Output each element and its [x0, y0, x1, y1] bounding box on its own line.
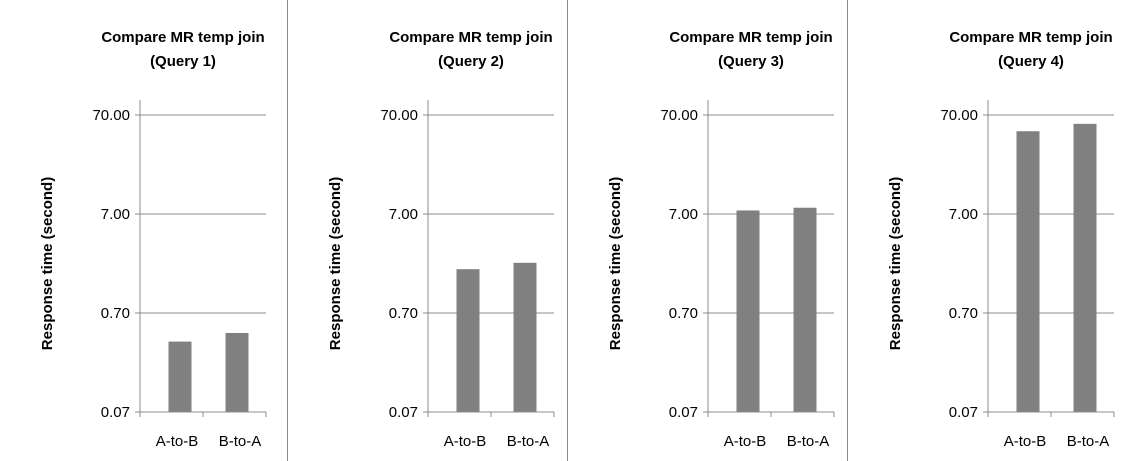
chart-title-line: (Query 1) — [150, 53, 216, 70]
bar-b-to-a — [225, 332, 249, 412]
chart-svg: Compare MR temp join (Query 2) 0.07 0.70 7.0… — [327, 29, 555, 450]
chart-svg: Compare MR temp join (Query 4) 0.07 0.70 7.0… — [887, 29, 1115, 450]
y-tick-label: 0.70 — [389, 305, 418, 322]
bar-b-to-a — [1073, 123, 1097, 412]
chart-svg: Compare MR temp join (Query 1) 0.07 0.70 7.0… — [39, 29, 267, 450]
y-tick-label: 0.70 — [949, 305, 978, 322]
chart-title-line: Compare MR temp join — [949, 29, 1112, 46]
chart-panel-2: Compare MR temp join (Query 2) 0.07 0.70 7.0… — [288, 0, 568, 461]
x-tick-label: B-to-A — [1067, 433, 1110, 450]
bar-a-to-b — [456, 269, 480, 412]
y-tick-label: 70.00 — [92, 107, 130, 124]
bar-a-to-b — [736, 210, 760, 412]
y-tick-label: 70.00 — [660, 107, 698, 124]
y-tick-label: 7.00 — [669, 206, 698, 223]
bar-b-to-a — [513, 262, 537, 412]
bar-a-to-b — [168, 341, 192, 412]
chart-panel-4: Compare MR temp join (Query 4) 0.07 0.70 7.0… — [848, 0, 1125, 461]
chart-title-line: Compare MR temp join — [101, 29, 264, 46]
x-tick-label: A-to-B — [724, 433, 767, 450]
y-tick-label: 70.00 — [380, 107, 418, 124]
y-axis-label: Response time (second) — [39, 177, 56, 350]
x-tick-label: B-to-A — [787, 433, 830, 450]
x-tick-label: A-to-B — [1004, 433, 1047, 450]
chart-title-line: Compare MR temp join — [389, 29, 552, 46]
chart-panel-1: Compare MR temp join (Query 1) 0.07 0.70 7.0… — [0, 0, 288, 461]
y-axis-label: Response time (second) — [327, 177, 344, 350]
chart-panel-3: Compare MR temp join (Query 3) 0.07 0.70 7.0… — [568, 0, 848, 461]
x-tick-label: B-to-A — [219, 433, 262, 450]
bar-a-to-b — [1016, 131, 1040, 413]
bar-b-to-a — [793, 207, 817, 412]
chart-title-line: (Query 3) — [718, 53, 784, 70]
chart-svg: Compare MR temp join (Query 3) 0.07 0.70 7.0… — [607, 29, 835, 450]
y-tick-label: 7.00 — [389, 206, 418, 223]
x-tick-label: B-to-A — [507, 433, 550, 450]
y-axis-label: Response time (second) — [887, 177, 904, 350]
y-tick-label: 7.00 — [949, 206, 978, 223]
y-tick-label: 0.07 — [669, 404, 698, 421]
chart-title-line: (Query 4) — [998, 53, 1064, 70]
y-axis-label: Response time (second) — [607, 177, 624, 350]
y-tick-label: 0.70 — [669, 305, 698, 322]
y-tick-label: 7.00 — [101, 206, 130, 223]
y-tick-label: 70.00 — [940, 107, 978, 124]
chart-title-line: (Query 2) — [438, 53, 504, 70]
y-tick-label: 0.07 — [949, 404, 978, 421]
y-tick-label: 0.70 — [101, 305, 130, 322]
y-tick-label: 0.07 — [101, 404, 130, 421]
y-tick-label: 0.07 — [389, 404, 418, 421]
chart-title-line: Compare MR temp join — [669, 29, 832, 46]
x-tick-label: A-to-B — [156, 433, 199, 450]
x-tick-label: A-to-B — [444, 433, 487, 450]
